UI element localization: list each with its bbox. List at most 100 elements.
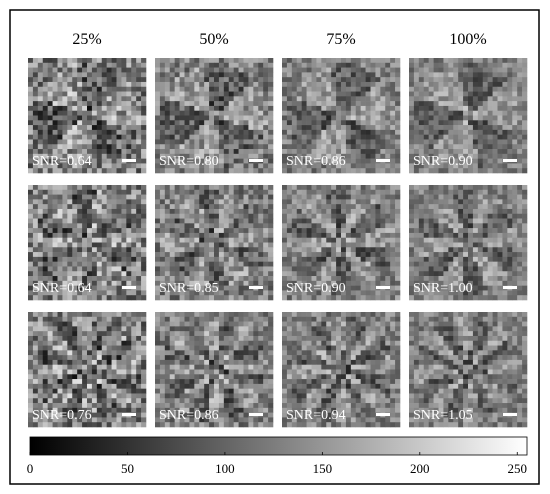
pixel	[233, 81, 239, 88]
pixel	[116, 242, 122, 248]
pixel	[243, 199, 249, 205]
pixel	[204, 81, 210, 88]
pixel	[438, 213, 444, 219]
pixel	[291, 194, 298, 200]
pixel	[169, 290, 175, 296]
pixel	[96, 139, 103, 145]
pixel	[111, 223, 117, 229]
pixel	[253, 129, 259, 135]
pixel	[482, 295, 488, 301]
pixel	[443, 153, 449, 159]
pixel	[243, 266, 249, 272]
pixel	[155, 101, 161, 107]
pixel	[194, 242, 200, 248]
pixel	[443, 105, 449, 112]
pixel	[517, 242, 523, 248]
pixel	[42, 189, 48, 195]
pixel	[286, 81, 293, 88]
pixel	[453, 242, 459, 248]
pixel	[155, 129, 161, 135]
pixel	[204, 72, 210, 78]
pixel	[482, 101, 488, 107]
pixel	[517, 91, 523, 97]
pixel	[390, 276, 396, 282]
pixel	[291, 228, 298, 234]
pixel	[52, 168, 58, 174]
pixel	[32, 194, 39, 200]
pixel	[418, 120, 425, 126]
pixel	[169, 163, 175, 169]
pixel	[159, 204, 166, 210]
pixel	[375, 163, 381, 169]
pixel	[453, 285, 459, 291]
pixel	[477, 134, 484, 140]
pixel	[497, 81, 503, 88]
pixel	[385, 252, 391, 258]
pixel	[463, 62, 469, 68]
pixel	[159, 86, 166, 92]
pixel	[326, 163, 332, 169]
pixel	[72, 208, 78, 215]
pixel	[72, 120, 78, 126]
pixel	[52, 96, 58, 102]
pixel	[131, 379, 137, 385]
pixel	[91, 285, 98, 291]
pixel	[326, 105, 332, 112]
pixel	[433, 149, 439, 155]
pixel	[306, 153, 312, 159]
pixel	[438, 256, 444, 262]
pixel	[497, 223, 503, 229]
pixel	[131, 326, 137, 332]
pixel	[96, 355, 103, 361]
pixel	[37, 194, 44, 200]
pixel	[463, 77, 469, 83]
pixel	[131, 86, 137, 92]
pixel	[409, 77, 415, 83]
pixel	[91, 271, 98, 277]
pixel	[341, 144, 347, 150]
pixel	[52, 101, 58, 107]
pixel	[37, 158, 44, 164]
pixel	[72, 345, 78, 351]
pixel	[350, 252, 357, 258]
pixel	[189, 120, 195, 126]
pixel	[296, 204, 302, 210]
pixel	[121, 331, 127, 337]
pixel	[233, 163, 239, 169]
pixel	[326, 232, 332, 239]
pixel	[28, 312, 34, 318]
pixel	[286, 120, 293, 126]
pixel	[263, 129, 269, 135]
pixel	[101, 62, 107, 68]
pixel	[189, 218, 195, 224]
pixel	[62, 369, 68, 375]
pixel	[77, 359, 83, 366]
pixel	[345, 271, 352, 277]
pixel	[42, 218, 48, 224]
pixel	[336, 189, 342, 195]
pixel	[106, 72, 112, 78]
pixel	[32, 295, 39, 301]
pixel	[121, 134, 127, 140]
pixel	[482, 81, 488, 88]
pixel	[214, 266, 220, 272]
pixel	[492, 228, 498, 234]
pixel	[155, 208, 161, 215]
pixel	[463, 266, 469, 272]
pixel	[331, 252, 337, 258]
pixel	[52, 379, 58, 385]
pixel	[28, 110, 34, 116]
pixel	[418, 163, 425, 169]
pixel	[390, 185, 396, 191]
pixel	[42, 232, 48, 239]
pixel	[82, 340, 88, 346]
pixel	[258, 223, 264, 229]
pixel	[37, 340, 44, 346]
pixel	[355, 242, 361, 248]
pixel	[350, 134, 357, 140]
pixel	[141, 101, 147, 107]
pixel	[472, 62, 479, 68]
column-header: 50%	[199, 31, 228, 48]
pixel	[199, 125, 205, 131]
pixel	[57, 62, 63, 68]
